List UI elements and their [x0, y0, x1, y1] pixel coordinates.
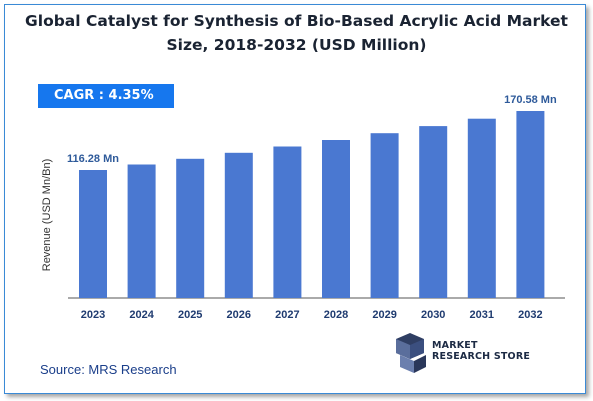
x-tick-label-2025: 2025 — [178, 309, 202, 321]
x-tick-label-2028: 2028 — [324, 309, 348, 321]
bar-2029 — [370, 133, 399, 298]
title-line-2: Size, 2018-2032 (USD Million) — [166, 36, 427, 54]
logo-line-2: RESEARCH STORE — [432, 351, 531, 362]
bar-2024 — [127, 164, 156, 298]
x-tick-label-2032: 2032 — [518, 309, 542, 321]
bar-2032 — [516, 111, 545, 298]
bar-2028 — [322, 140, 350, 298]
x-tick-label-2031: 2031 — [470, 309, 494, 321]
bar-2027 — [273, 146, 302, 298]
x-tick-label-2024: 2024 — [129, 309, 154, 321]
chart-title: Global Catalyst for Synthesis of Bio-Bas… — [0, 9, 593, 57]
bar-2023 — [79, 170, 107, 298]
x-tick-label-2029: 2029 — [372, 309, 396, 321]
x-tick-label-2026: 2026 — [227, 309, 251, 321]
x-tick-label-2030: 2030 — [421, 309, 445, 321]
x-tick-label-2023: 2023 — [81, 309, 105, 321]
source-note: Source: MRS Research — [40, 362, 177, 377]
x-tick-label-2027: 2027 — [275, 309, 299, 321]
data-label-2023: 116.28 Mn — [67, 153, 119, 165]
bar-2030 — [419, 126, 448, 298]
logo-line-1: MARKET — [432, 340, 478, 351]
data-label-2032: 170.58 Mn — [504, 94, 557, 106]
market-research-store-logo-icon — [396, 333, 426, 373]
bar-2025 — [176, 158, 205, 298]
logo-text: MARKET RESEARCH STORE — [432, 340, 530, 362]
bar-2026 — [224, 152, 253, 298]
market-research-store-logo: MARKET RESEARCH STORE — [392, 333, 552, 373]
cagr-badge: CAGR : 4.35% — [38, 84, 174, 108]
title-line-1: Global Catalyst for Synthesis of Bio-Bas… — [25, 12, 568, 30]
bar-2031 — [467, 118, 496, 298]
